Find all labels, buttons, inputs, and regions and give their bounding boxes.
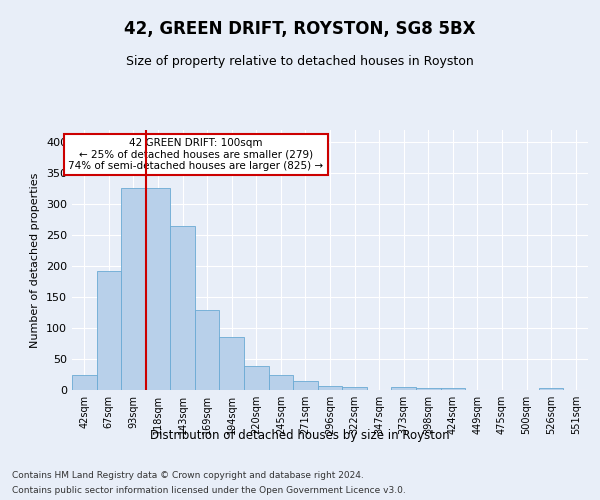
Bar — [416, 388, 440, 390]
Text: Contains HM Land Registry data © Crown copyright and database right 2024.: Contains HM Land Registry data © Crown c… — [12, 471, 364, 480]
Bar — [170, 226, 195, 390]
Bar — [195, 310, 220, 390]
Text: Distribution of detached houses by size in Royston: Distribution of detached houses by size … — [150, 428, 450, 442]
Y-axis label: Number of detached properties: Number of detached properties — [31, 172, 40, 348]
Bar — [293, 380, 318, 390]
Bar — [72, 375, 97, 390]
Bar — [391, 387, 416, 390]
Text: Size of property relative to detached houses in Royston: Size of property relative to detached ho… — [126, 55, 474, 68]
Bar — [121, 188, 146, 390]
Bar — [146, 188, 170, 390]
Bar — [97, 270, 121, 390]
Text: 42 GREEN DRIFT: 100sqm
← 25% of detached houses are smaller (279)
74% of semi-de: 42 GREEN DRIFT: 100sqm ← 25% of detached… — [68, 138, 323, 171]
Bar — [440, 388, 465, 390]
Bar — [269, 374, 293, 390]
Bar — [318, 386, 342, 390]
Bar — [539, 388, 563, 390]
Bar — [220, 337, 244, 390]
Bar — [342, 387, 367, 390]
Text: 42, GREEN DRIFT, ROYSTON, SG8 5BX: 42, GREEN DRIFT, ROYSTON, SG8 5BX — [124, 20, 476, 38]
Text: Contains public sector information licensed under the Open Government Licence v3: Contains public sector information licen… — [12, 486, 406, 495]
Bar — [244, 366, 269, 390]
